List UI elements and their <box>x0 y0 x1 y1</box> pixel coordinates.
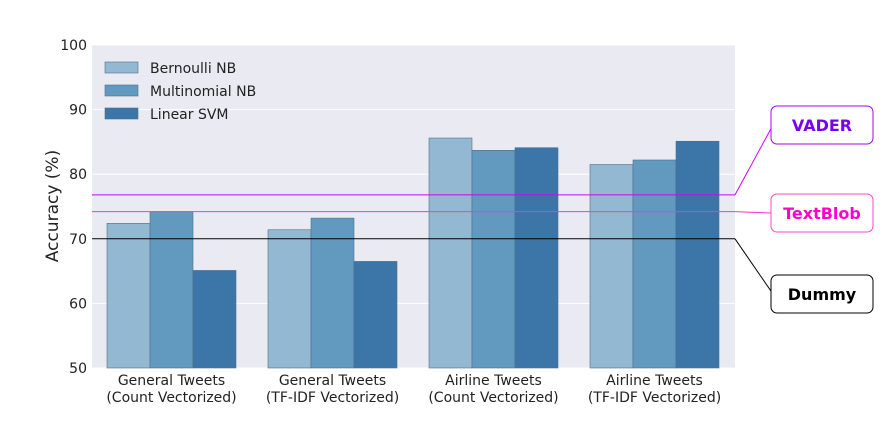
bar-multinomial-nb <box>149 211 194 369</box>
x-tick-label: General Tweets (Count Vectorized) <box>106 373 236 406</box>
y-tick-label: 100 <box>60 38 87 54</box>
bar-bernoulli-nb <box>267 229 312 369</box>
reference-labels: VADER TextBlob Dummy <box>734 105 874 314</box>
x-tick-label: Airline Tweets (TF-IDF Vectorized) <box>588 373 721 406</box>
y-tick-label: 90 <box>69 103 87 119</box>
legend-label: Bernoulli NB <box>150 61 236 77</box>
bar-linear-svm <box>353 261 398 369</box>
x-axis-ticks: General Tweets (Count Vectorized) General … <box>106 373 721 406</box>
bars <box>106 137 720 369</box>
reference-label-textblob: TextBlob <box>783 204 861 223</box>
legend-swatch <box>104 84 139 97</box>
bar-multinomial-nb <box>310 217 355 369</box>
legend-swatch <box>104 61 139 74</box>
y-axis-ticks: 50 60 70 80 90 100 <box>60 38 87 377</box>
bar-linear-svm <box>675 140 720 369</box>
y-tick-label: 50 <box>69 361 87 377</box>
reference-connector <box>734 124 774 196</box>
reference-connector <box>734 238 774 295</box>
y-axis-label: Accuracy (%) <box>43 150 63 262</box>
bar-bernoulli-nb <box>428 137 473 369</box>
bar-multinomial-nb <box>632 159 677 369</box>
reference-connector <box>734 211 772 214</box>
reference-label-box <box>770 274 874 314</box>
y-tick-label: 70 <box>69 232 87 248</box>
reference-label-box <box>770 105 874 145</box>
reference-lines <box>92 194 735 240</box>
x-tick-label: General Tweets (TF-IDF Vectorized) <box>266 373 399 406</box>
legend: Bernoulli NB Multinomial NB Linear SVM <box>104 61 256 123</box>
legend-label: Multinomial NB <box>150 84 256 100</box>
y-tick-label: 80 <box>69 167 87 183</box>
legend-swatch <box>104 107 139 120</box>
bar-linear-svm <box>514 147 559 369</box>
bar-bernoulli-nb <box>106 222 151 369</box>
legend-label: Linear SVM <box>150 107 229 123</box>
y-tick-label: 60 <box>69 296 87 312</box>
reference-label-dummy: Dummy <box>788 285 857 304</box>
reference-label-box <box>770 193 874 233</box>
bar-linear-svm <box>192 270 237 369</box>
reference-label-vader: VADER <box>792 116 852 135</box>
bar-multinomial-nb <box>471 149 516 369</box>
x-tick-label: Airline Tweets (Count Vectorized) <box>428 373 558 406</box>
bar-bernoulli-nb <box>589 164 634 369</box>
